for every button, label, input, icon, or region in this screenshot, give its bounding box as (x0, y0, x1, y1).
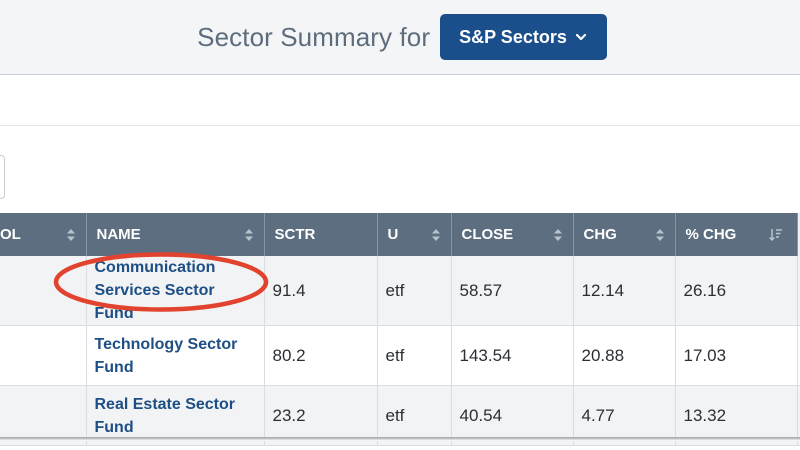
chg-cell: 12.14 (573, 256, 676, 326)
sort-descending-icon (768, 228, 782, 241)
column-header-sctr[interactable]: SCTR (264, 213, 378, 256)
sort-both-icon (553, 228, 562, 241)
chg-cell: 4.77 (573, 385, 676, 446)
sort-both-icon (66, 228, 75, 241)
edge-cell (797, 385, 800, 446)
table-header-row: OL NAME SCTR U CLOSE (0, 213, 800, 256)
sctr-cell: 91.4 (264, 256, 378, 326)
universe-cell: etf (377, 385, 452, 446)
column-header-close[interactable]: CLOSE (451, 213, 574, 256)
close-cell: 40.54 (451, 385, 574, 446)
name-cell: Real Estate Sector Fund (86, 385, 265, 446)
toolbar-button[interactable] (0, 155, 5, 199)
table-row[interactable]: Technology Sector Fund 80.2 etf 143.54 2… (0, 325, 800, 386)
edge-cell (797, 325, 800, 386)
close-cell: 58.57 (451, 256, 574, 326)
filter-bar (0, 75, 800, 126)
fund-name-link[interactable]: Technology Sector Fund (94, 335, 238, 376)
name-cell: Communication Services Sector Fund (86, 256, 265, 326)
sctr-cell: 23.2 (264, 385, 378, 446)
sector-table: OL NAME SCTR U CLOSE (0, 213, 800, 446)
page-header: Sector Summary for S&P Sectors (0, 0, 800, 75)
sector-group-dropdown[interactable]: S&P Sectors (440, 14, 607, 60)
sector-group-label: S&P Sectors (459, 26, 567, 47)
close-cell: 143.54 (451, 325, 574, 386)
symbol-cell (0, 256, 87, 326)
sort-both-icon (431, 228, 440, 241)
universe-cell: etf (377, 256, 452, 326)
page-title: Sector Summary for (197, 21, 431, 52)
symbol-cell (0, 325, 87, 386)
universe-cell: etf (377, 325, 452, 386)
column-header-universe[interactable]: U (377, 213, 452, 256)
pct-chg-cell: 26.16 (675, 256, 798, 326)
table-row[interactable]: Communication Services Sector Fund 91.4 … (0, 256, 800, 326)
table-row[interactable]: Real Estate Sector Fund 23.2 etf 40.54 4… (0, 385, 800, 446)
sctr-cell: 80.2 (264, 325, 378, 386)
column-header-symbol[interactable]: OL (0, 213, 87, 256)
pct-chg-cell: 17.03 (675, 325, 798, 386)
sort-both-icon (244, 228, 253, 241)
column-header-edge (797, 213, 800, 256)
pct-chg-cell: 13.32 (675, 385, 798, 446)
fund-name-link[interactable]: Communication Services Sector Fund (94, 259, 216, 322)
column-header-pct-chg[interactable]: % CHG (675, 213, 798, 256)
chg-cell: 20.88 (573, 325, 676, 386)
column-header-chg[interactable]: CHG (573, 213, 676, 256)
chevron-down-icon (575, 33, 586, 41)
sort-both-icon (655, 228, 664, 241)
fund-name-link[interactable]: Real Estate Sector Fund (94, 395, 236, 436)
name-cell: Technology Sector Fund (86, 325, 265, 386)
column-header-name[interactable]: NAME (86, 213, 265, 256)
symbol-cell (0, 385, 87, 446)
edge-cell (797, 256, 800, 326)
bottom-shadow (0, 437, 800, 441)
